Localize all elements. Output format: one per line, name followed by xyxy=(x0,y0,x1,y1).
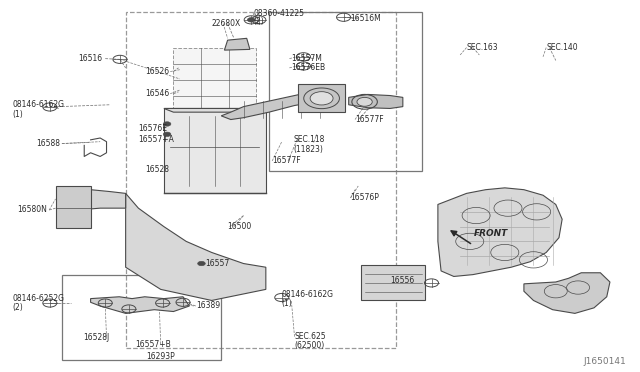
Text: 16516M: 16516M xyxy=(351,13,381,22)
Text: SEC.118: SEC.118 xyxy=(293,135,324,144)
Text: (2): (2) xyxy=(13,303,24,312)
Polygon shape xyxy=(298,84,346,112)
Polygon shape xyxy=(91,297,189,313)
Polygon shape xyxy=(362,265,425,301)
Text: 16577F: 16577F xyxy=(355,115,383,124)
Text: 16293P: 16293P xyxy=(147,352,175,361)
Circle shape xyxy=(310,92,333,105)
Polygon shape xyxy=(438,188,562,276)
Polygon shape xyxy=(56,186,91,228)
Text: 16588: 16588 xyxy=(36,139,60,148)
Bar xyxy=(125,13,396,349)
Text: 08146-6252G: 08146-6252G xyxy=(13,294,65,303)
Text: 16576EB: 16576EB xyxy=(291,63,326,72)
Polygon shape xyxy=(164,109,266,112)
Bar xyxy=(62,275,221,359)
Text: (1): (1) xyxy=(13,109,24,119)
Circle shape xyxy=(247,17,255,22)
Polygon shape xyxy=(62,190,125,210)
Polygon shape xyxy=(125,193,266,301)
Text: 16576P: 16576P xyxy=(351,193,380,202)
Text: 08146-6162G: 08146-6162G xyxy=(282,291,334,299)
Text: 16546: 16546 xyxy=(145,89,169,98)
Text: SEC.140: SEC.140 xyxy=(546,43,578,52)
Bar xyxy=(269,13,422,171)
Text: 16528: 16528 xyxy=(145,165,169,174)
Text: (11823): (11823) xyxy=(293,145,323,154)
Text: 16389: 16389 xyxy=(196,301,220,311)
Polygon shape xyxy=(164,109,266,193)
Text: 16516: 16516 xyxy=(78,54,102,63)
Text: (62500): (62500) xyxy=(294,341,324,350)
Text: J1650141: J1650141 xyxy=(583,357,626,366)
Circle shape xyxy=(198,261,205,266)
Polygon shape xyxy=(524,273,610,313)
Text: 16577F: 16577F xyxy=(272,156,301,166)
Text: 16557: 16557 xyxy=(205,259,230,268)
Text: 08146-6162G: 08146-6162G xyxy=(13,100,65,109)
Text: 16557+A: 16557+A xyxy=(138,135,174,144)
Text: 22680X: 22680X xyxy=(212,19,241,28)
Text: 16526: 16526 xyxy=(145,67,169,76)
Text: 16500: 16500 xyxy=(228,222,252,231)
Text: (2): (2) xyxy=(253,17,264,26)
Circle shape xyxy=(357,97,372,106)
Text: 16580N: 16580N xyxy=(17,205,47,215)
Text: (1): (1) xyxy=(282,299,292,308)
Text: FRONT: FRONT xyxy=(474,230,508,238)
Text: 16576E: 16576E xyxy=(138,124,168,133)
Text: SEC.163: SEC.163 xyxy=(467,43,498,52)
Polygon shape xyxy=(221,90,346,119)
Polygon shape xyxy=(225,38,250,50)
Circle shape xyxy=(163,132,171,137)
Circle shape xyxy=(163,122,171,126)
Text: 16557M: 16557M xyxy=(291,54,322,63)
Text: 16557+B: 16557+B xyxy=(135,340,171,349)
Text: 08360-41225: 08360-41225 xyxy=(253,9,304,18)
Text: 16528J: 16528J xyxy=(83,333,109,342)
Text: SEC.625: SEC.625 xyxy=(294,332,326,341)
Bar xyxy=(173,48,256,112)
Text: 16556: 16556 xyxy=(390,276,414,285)
Polygon shape xyxy=(349,94,403,109)
